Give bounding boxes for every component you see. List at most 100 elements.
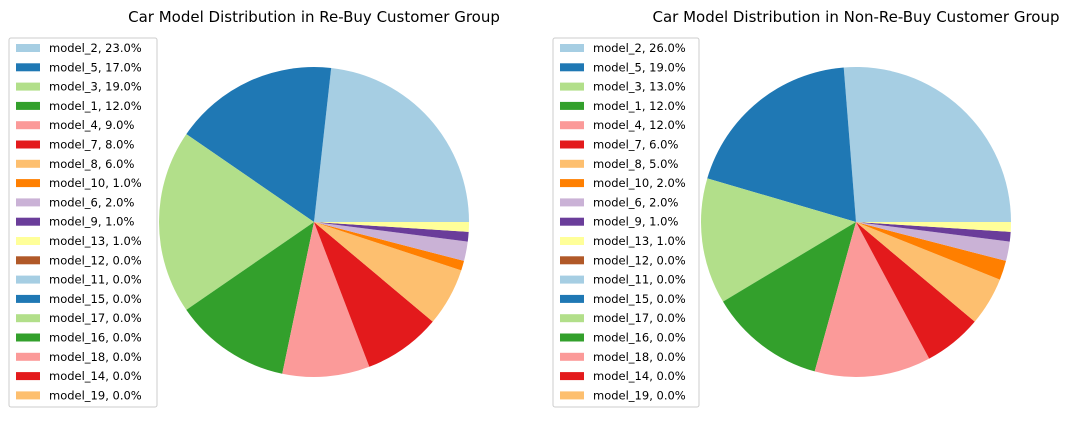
rebuy-legend-label-model-10: model_10, 1.0% xyxy=(49,176,142,190)
rebuy-legend-label-model-15: model_15, 0.0% xyxy=(49,292,142,306)
non-rebuy-slice-model-1 xyxy=(723,222,856,372)
rebuy-slice-model-2 xyxy=(314,67,469,223)
non-rebuy-legend-label-model-13: model_13, 1.0% xyxy=(593,234,686,248)
rebuy-legend-swatch-model-12 xyxy=(16,256,40,265)
rebuy-slice-model-9 xyxy=(314,222,469,242)
rebuy-slice-model-6 xyxy=(314,222,468,261)
non-rebuy-legend-swatch-model-14 xyxy=(560,372,584,381)
non-rebuy-legend-swatch-model-12 xyxy=(560,256,584,265)
non-rebuy-slice-model-5 xyxy=(707,67,856,223)
rebuy-legend-frame xyxy=(8,37,158,408)
non-rebuy-slice-model-10 xyxy=(856,222,1007,280)
rebuy-legend-swatch-model-19 xyxy=(16,391,40,400)
non-rebuy-legend-label-model-1: model_1, 12.0% xyxy=(593,99,686,113)
rebuy-legend-label-model-6: model_6, 2.0% xyxy=(49,195,134,209)
non-rebuy-slice-model-6 xyxy=(856,222,1010,261)
non-rebuy-chart-title: Car Model Distribution in Non-Re-Buy Cus… xyxy=(652,8,1059,26)
non-rebuy-legend-label-model-14: model_14, 0.0% xyxy=(593,369,686,383)
rebuy-legend-swatch-model-2 xyxy=(16,44,40,52)
non-rebuy-legend-label-model-12: model_12, 0.0% xyxy=(593,253,686,267)
rebuy-legend: model_2, 23.0% model_5, 17.0% model_3, 19.… xyxy=(8,37,158,408)
rebuy-legend-swatch-model-8 xyxy=(16,159,40,168)
rebuy-legend-label-model-1: model_1, 12.0% xyxy=(49,99,142,113)
non-rebuy-legend-label-model-4: model_4, 12.0% xyxy=(593,118,686,132)
non-rebuy-legend-label-model-7: model_7, 6.0% xyxy=(593,138,678,152)
non-rebuy-legend-swatch-model-19 xyxy=(560,391,584,400)
non-rebuy-legend-label-model-6: model_6, 2.0% xyxy=(593,195,678,209)
non-rebuy-legend-label-model-2: model_2, 26.0% xyxy=(593,41,686,55)
non-rebuy-slice-model-3 xyxy=(700,178,856,302)
rebuy-legend-label-model-3: model_3, 19.0% xyxy=(49,80,142,94)
rebuy-legend-swatch-model-10 xyxy=(16,179,40,188)
non-rebuy-legend-label-model-5: model_5, 19.0% xyxy=(593,60,686,74)
non-rebuy-slice-model-13 xyxy=(856,222,1011,232)
non-rebuy-chart-panel: Car Model Distribution in Non-Re-Buy Cus… xyxy=(552,8,1060,408)
rebuy-legend-swatch-model-16 xyxy=(16,333,40,342)
non-rebuy-legend-frame xyxy=(552,37,700,408)
non-rebuy-legend-swatch-model-9 xyxy=(560,217,584,226)
non-rebuy-slice-model-4 xyxy=(814,222,930,378)
non-rebuy-legend-label-model-3: model_3, 13.0% xyxy=(593,80,686,94)
rebuy-legend-swatch-model-7 xyxy=(16,140,40,149)
non-rebuy-legend-swatch-model-18 xyxy=(560,352,584,361)
rebuy-legend-swatch-model-17 xyxy=(16,314,40,323)
non-rebuy-legend-label-model-19: model_19, 0.0% xyxy=(593,388,686,402)
non-rebuy-legend-label-model-18: model_18, 0.0% xyxy=(593,350,686,364)
rebuy-legend-swatch-model-11 xyxy=(16,275,40,284)
rebuy-chart-panel: Car Model Distribution in Re-Buy Custome… xyxy=(8,8,500,408)
rebuy-legend-label-model-9: model_9, 1.0% xyxy=(49,215,134,229)
non-rebuy-legend-label-model-16: model_16, 0.0% xyxy=(593,331,686,345)
rebuy-chart-title: Car Model Distribution in Re-Buy Custome… xyxy=(128,8,500,26)
rebuy-slice-model-4 xyxy=(282,222,370,377)
rebuy-slice-model-1 xyxy=(186,222,314,374)
rebuy-legend-label-model-12: model_12, 0.0% xyxy=(49,253,142,267)
rebuy-legend-label-model-4: model_4, 9.0% xyxy=(49,118,134,132)
rebuy-legend-swatch-model-15 xyxy=(16,294,40,303)
non-rebuy-legend-label-model-17: model_17, 0.0% xyxy=(593,311,686,325)
non-rebuy-legend-swatch-model-11 xyxy=(560,275,584,284)
rebuy-legend-label-model-7: model_7, 8.0% xyxy=(49,138,134,152)
rebuy-legend-swatch-model-4 xyxy=(16,121,40,130)
non-rebuy-slice-model-9 xyxy=(856,222,1011,242)
non-rebuy-legend-swatch-model-8 xyxy=(560,159,584,168)
non-rebuy-legend-label-model-10: model_10, 2.0% xyxy=(593,176,686,190)
non-rebuy-legend-label-model-8: model_8, 5.0% xyxy=(593,157,678,171)
rebuy-pie xyxy=(159,67,469,377)
rebuy-legend-swatch-model-14 xyxy=(16,372,40,381)
non-rebuy-legend-label-model-9: model_9, 1.0% xyxy=(593,215,678,229)
non-rebuy-legend-label-model-15: model_15, 0.0% xyxy=(593,292,686,306)
non-rebuy-legend-swatch-model-15 xyxy=(560,294,584,303)
rebuy-slice-model-3 xyxy=(159,134,314,310)
non-rebuy-pie xyxy=(700,67,1011,378)
non-rebuy-legend-swatch-model-7 xyxy=(560,140,584,149)
non-rebuy-slice-model-2 xyxy=(843,67,1011,223)
rebuy-legend-swatch-model-5 xyxy=(16,63,40,72)
rebuy-slice-model-10 xyxy=(314,222,465,271)
rebuy-slice-model-7 xyxy=(314,222,433,367)
rebuy-legend-label-model-2: model_2, 23.0% xyxy=(49,41,142,55)
rebuy-legend-label-model-11: model_11, 0.0% xyxy=(49,273,142,287)
rebuy-legend-label-model-13: model_13, 1.0% xyxy=(49,234,142,248)
rebuy-slice-model-5 xyxy=(186,67,332,223)
rebuy-legend-label-model-17: model_17, 0.0% xyxy=(49,311,142,325)
non-rebuy-legend-swatch-model-1 xyxy=(560,101,584,110)
rebuy-legend-label-model-19: model_19, 0.0% xyxy=(49,388,142,402)
non-rebuy-legend-swatch-model-2 xyxy=(560,44,584,52)
rebuy-legend-label-model-5: model_5, 17.0% xyxy=(49,60,142,74)
rebuy-legend-swatch-model-9 xyxy=(16,217,40,226)
non-rebuy-legend-swatch-model-17 xyxy=(560,314,584,323)
non-rebuy-legend-swatch-model-13 xyxy=(560,237,584,245)
rebuy-legend-label-model-8: model_8, 6.0% xyxy=(49,157,134,171)
rebuy-slice-model-13 xyxy=(314,222,469,232)
non-rebuy-legend-swatch-model-10 xyxy=(560,179,584,188)
non-rebuy-legend-swatch-model-3 xyxy=(560,82,584,91)
rebuy-legend-swatch-model-1 xyxy=(16,101,40,110)
non-rebuy-legend-label-model-11: model_11, 0.0% xyxy=(593,273,686,287)
rebuy-legend-label-model-18: model_18, 0.0% xyxy=(49,350,142,364)
non-rebuy-slice-model-8 xyxy=(856,222,1000,322)
rebuy-slice-model-8 xyxy=(314,222,462,322)
non-rebuy-legend-swatch-model-6 xyxy=(560,198,584,207)
non-rebuy-slice-model-7 xyxy=(856,222,975,359)
rebuy-legend-swatch-model-3 xyxy=(16,82,40,91)
